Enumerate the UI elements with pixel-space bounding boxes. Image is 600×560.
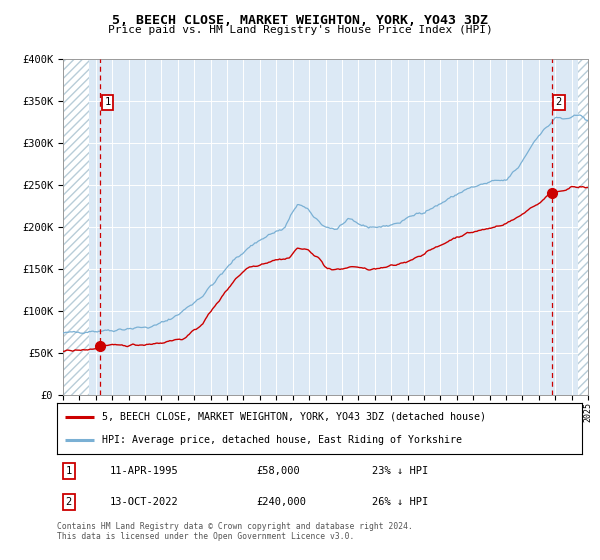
- Text: Contains HM Land Registry data © Crown copyright and database right 2024.: Contains HM Land Registry data © Crown c…: [57, 522, 413, 531]
- Text: HPI: Average price, detached house, East Riding of Yorkshire: HPI: Average price, detached house, East…: [101, 435, 461, 445]
- Text: 2: 2: [556, 97, 562, 108]
- Text: 23% ↓ HPI: 23% ↓ HPI: [372, 466, 428, 476]
- Text: 5, BEECH CLOSE, MARKET WEIGHTON, YORK, YO43 3DZ: 5, BEECH CLOSE, MARKET WEIGHTON, YORK, Y…: [112, 14, 488, 27]
- Text: This data is licensed under the Open Government Licence v3.0.: This data is licensed under the Open Gov…: [57, 532, 355, 541]
- Text: 11-APR-1995: 11-APR-1995: [110, 466, 178, 476]
- Text: 2: 2: [65, 497, 71, 507]
- Text: £240,000: £240,000: [257, 497, 307, 507]
- Text: £58,000: £58,000: [257, 466, 300, 476]
- Bar: [578, 59, 588, 395]
- Text: 1: 1: [65, 466, 71, 476]
- Bar: [63, 59, 89, 395]
- Text: Price paid vs. HM Land Registry's House Price Index (HPI): Price paid vs. HM Land Registry's House …: [107, 25, 493, 35]
- Text: 13-OCT-2022: 13-OCT-2022: [110, 497, 178, 507]
- Text: 26% ↓ HPI: 26% ↓ HPI: [372, 497, 428, 507]
- Text: 5, BEECH CLOSE, MARKET WEIGHTON, YORK, YO43 3DZ (detached house): 5, BEECH CLOSE, MARKET WEIGHTON, YORK, Y…: [101, 412, 485, 422]
- Text: 1: 1: [104, 97, 111, 108]
